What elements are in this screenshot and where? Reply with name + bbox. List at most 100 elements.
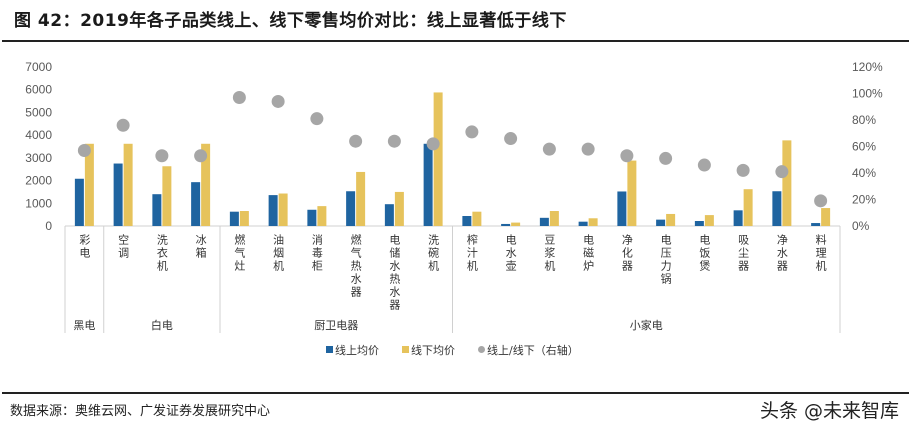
category-label: 空调 (117, 233, 130, 260)
bar-offline (821, 208, 831, 226)
bar-online (578, 221, 588, 226)
category-label: 冰箱 (194, 234, 207, 260)
category-label: 电饭煲 (698, 234, 711, 273)
legend-swatch-ratio (478, 346, 485, 353)
bar-offline (472, 211, 482, 226)
group-label: 小家电 (630, 318, 663, 332)
group-label: 黑电 (73, 319, 95, 332)
bar-offline (239, 211, 249, 226)
bar-offline (123, 143, 133, 226)
bar-online (113, 163, 123, 226)
bar-offline (743, 189, 753, 226)
category-label: 洗碗机 (427, 234, 440, 273)
left-axis-tick: 1000 (25, 196, 52, 210)
ratio-dot (232, 90, 246, 104)
source-note: 数据来源：奥维云网、广发证券发展研究中心 (10, 404, 271, 419)
bar-online (694, 221, 704, 226)
chart: 0 1000 2000 3000 4000 5000 6000 7000 0% 20% 40% 60%… (25, 60, 883, 357)
bar-offline (356, 171, 366, 226)
bar-offline (666, 213, 676, 226)
bar-offline (588, 218, 598, 226)
category-label: 电压力锅 (659, 234, 672, 286)
category-label: 消毒柜 (310, 233, 323, 273)
category-label: 洗衣机 (155, 234, 168, 273)
right-axis-tick: 40% (852, 166, 876, 180)
bar-online (462, 216, 472, 226)
right-axis-tick: 20% (852, 193, 876, 207)
right-axis-tick: 0% (852, 219, 870, 233)
bar-online (501, 223, 511, 226)
bar-online (307, 209, 317, 226)
legend-swatch-offline (402, 346, 409, 353)
category-label: 电磁炉 (582, 234, 595, 273)
right-axis-tick: 100% (852, 87, 883, 101)
legend-label-ratio: 线上/线下（右轴） (487, 343, 579, 357)
ratio-dot (387, 134, 401, 148)
category-label: 料理机 (814, 233, 827, 273)
bar-online (733, 210, 743, 226)
ratio-dot (814, 194, 828, 208)
ratio-dot (542, 142, 556, 156)
ratio-dot (465, 125, 479, 139)
category-label: 榨汁机 (465, 233, 478, 273)
ratio-dot (426, 137, 440, 151)
bar-offline (317, 206, 327, 226)
ratio-dot (697, 158, 711, 172)
ratio-dot (659, 151, 673, 165)
chart-title: 图 42：2019年各子品类线上、线下零售均价对比：线上显著低于线下 (14, 11, 567, 31)
category-label: 电水壶 (504, 234, 517, 273)
bar-online (268, 195, 278, 226)
footer-rule (2, 392, 909, 394)
ratio-dot (349, 134, 363, 148)
bar-offline (627, 160, 637, 226)
ratio-dot (504, 132, 518, 146)
left-axis-tick: 5000 (25, 105, 52, 119)
bar-online (74, 178, 84, 226)
category-label: 吸尘器 (737, 234, 750, 273)
bar-offline (394, 191, 404, 226)
bar-online (617, 191, 627, 226)
left-axis-tick: 3000 (25, 151, 52, 165)
category-label: 电储水热水器 (388, 234, 401, 312)
ratio-dot (155, 149, 169, 163)
bar-offline (84, 143, 94, 226)
bar-online (772, 191, 782, 226)
bar-offline (278, 193, 288, 226)
bar-offline (511, 222, 521, 226)
ratio-dot (620, 149, 634, 163)
legend-label-offline: 线下均价 (411, 343, 455, 357)
bar-offline (433, 92, 443, 226)
bar-online (346, 191, 356, 226)
bar-offline (201, 143, 211, 226)
left-axis-tick: 2000 (25, 174, 52, 188)
category-label: 油烟机 (272, 233, 285, 273)
ratio-dot (77, 143, 91, 157)
bar-online (656, 219, 666, 226)
right-axis-tick: 80% (852, 113, 876, 127)
bar-online (152, 194, 162, 226)
ratio-dot (736, 163, 750, 177)
bar-offline (162, 166, 172, 226)
group-label: 厨卫电器 (314, 319, 358, 332)
ratio-dot (116, 118, 130, 132)
category-label: 净水器 (775, 233, 788, 273)
bar-online (811, 223, 821, 226)
ratio-dot (581, 142, 595, 156)
bar-offline (782, 140, 792, 226)
bar-offline (704, 215, 714, 226)
category-label: 彩电 (78, 234, 91, 260)
title-rule (2, 40, 909, 42)
ratio-dot (194, 149, 208, 163)
bar-online (229, 211, 239, 226)
bar-online (384, 204, 394, 226)
group-label: 白电 (151, 318, 173, 332)
bar-online (423, 143, 433, 226)
right-axis-tick: 60% (852, 140, 876, 154)
category-label: 净化器 (620, 233, 633, 273)
category-label: 燃气灶 (233, 233, 246, 273)
left-axis-tick: 6000 (25, 83, 52, 97)
legend-label-online: 线上均价 (335, 343, 379, 357)
right-axis-tick: 120% (852, 60, 883, 74)
left-axis-tick: 7000 (25, 60, 52, 74)
watermark: 头条 @未来智库 (759, 400, 899, 422)
